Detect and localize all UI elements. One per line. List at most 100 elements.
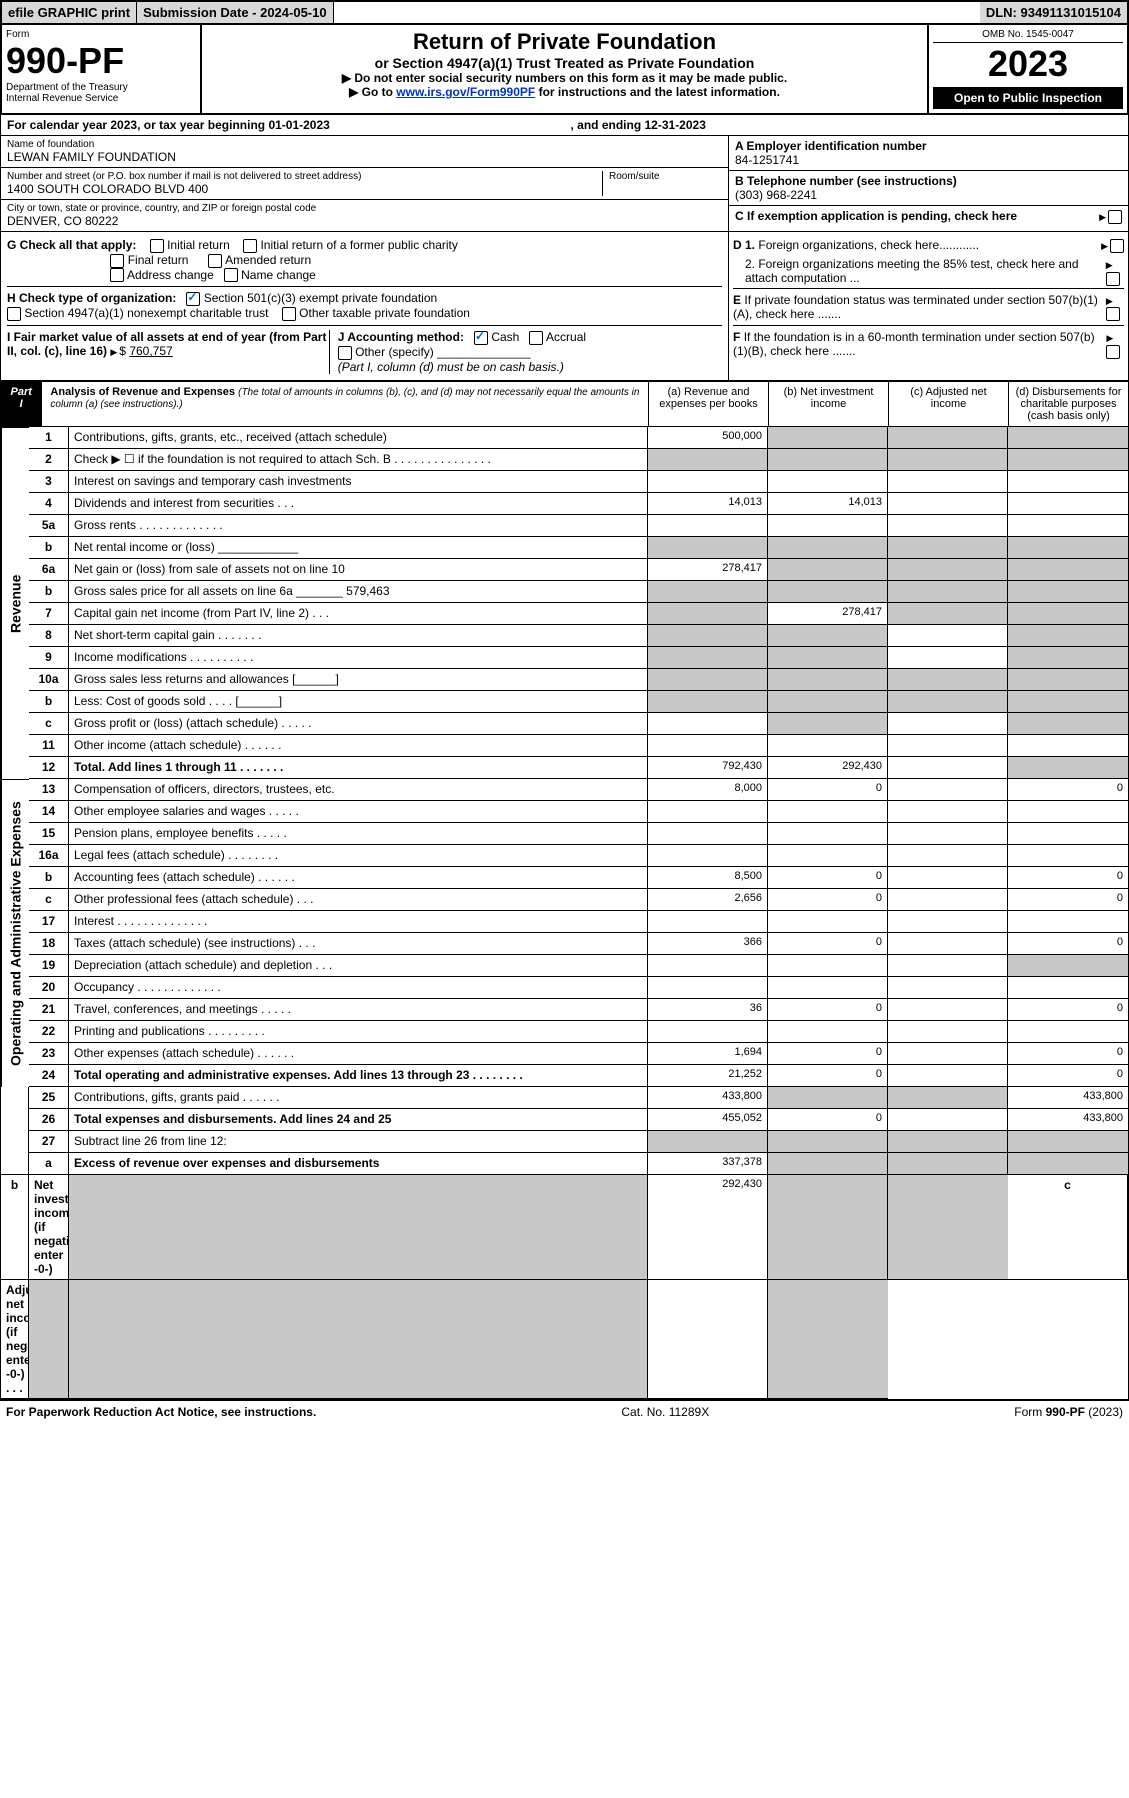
cell-b (768, 647, 888, 669)
form-note1: ▶ Do not enter social security numbers o… (206, 71, 923, 85)
e-checkbox[interactable] (1106, 307, 1120, 321)
amended-return-checkbox[interactable] (208, 254, 222, 268)
row-desc: Net investment income (if negative, ente… (29, 1175, 69, 1280)
cell-c (888, 933, 1008, 955)
checks-left: G Check all that apply: Initial return I… (1, 232, 728, 380)
cell-c (888, 999, 1008, 1021)
row-num: c (29, 713, 69, 735)
cell-c (888, 647, 1008, 669)
cell-d (1008, 1021, 1128, 1043)
cell-b (768, 911, 888, 933)
cell-a: 337,378 (648, 1153, 768, 1175)
h2: Section 4947(a)(1) nonexempt charitable … (24, 306, 268, 320)
final-return-checkbox[interactable] (110, 254, 124, 268)
cell-a: 500,000 (648, 427, 768, 449)
cell-c (888, 581, 1008, 603)
h-label: H Check type of organization: (7, 291, 176, 305)
501c3-checkbox[interactable] (186, 292, 200, 306)
cell-b (768, 691, 888, 713)
row-num: 10a (29, 669, 69, 691)
cell-c (888, 493, 1008, 515)
j-note: (Part I, column (d) must be on cash basi… (338, 360, 564, 374)
g4: Amended return (225, 253, 311, 267)
f-checkbox[interactable] (1106, 345, 1120, 359)
addr-label: Number and street (or P.O. box number if… (7, 171, 602, 182)
row-num: 12 (29, 757, 69, 779)
top-header: efile GRAPHIC print Submission Date - 20… (0, 0, 1129, 25)
row-desc: Compensation of officers, directors, tru… (69, 779, 648, 801)
row-num: b (29, 537, 69, 559)
cell-d: 0 (1008, 999, 1128, 1021)
cell-a (648, 1131, 768, 1153)
cell-d (1008, 427, 1128, 449)
cell-b (69, 1280, 648, 1399)
row-desc: Capital gain net income (from Part IV, l… (69, 603, 648, 625)
exemption-checkbox[interactable] (1108, 210, 1122, 224)
form-subtitle: or Section 4947(a)(1) Trust Treated as P… (206, 55, 923, 71)
column-headers: Part I Analysis of Revenue and Expenses … (0, 381, 1129, 427)
address-change-checkbox[interactable] (110, 268, 124, 282)
cell-b (768, 801, 888, 823)
cell-a (648, 691, 768, 713)
col-a-header: (a) Revenue and expenses per books (649, 381, 769, 427)
4947a1-checkbox[interactable] (7, 307, 21, 321)
ein-label: A Employer identification number (735, 139, 1122, 153)
initial-former-checkbox[interactable] (243, 239, 257, 253)
cell-d (1008, 603, 1128, 625)
cell-c (888, 1021, 1008, 1043)
other-method-checkbox[interactable] (338, 346, 352, 360)
g6: Name change (241, 268, 316, 282)
checks-block: G Check all that apply: Initial return I… (0, 232, 1129, 381)
cell-a (69, 1175, 648, 1280)
cell-b (768, 1021, 888, 1043)
cell-c (888, 1153, 1008, 1175)
omb-label: OMB No. 1545-0047 (933, 29, 1123, 43)
row-desc: Legal fees (attach schedule) . . . . . .… (69, 845, 648, 867)
j3: Other (specify) (355, 345, 434, 359)
form-label: Form (6, 29, 196, 40)
row-desc: Adjusted net income (if negative, enter … (1, 1280, 29, 1399)
cell-a (648, 581, 768, 603)
row-desc: Depreciation (attach schedule) and deple… (69, 955, 648, 977)
row-desc: Other professional fees (attach schedule… (69, 889, 648, 911)
cell-c (888, 1131, 1008, 1153)
d1-checkbox[interactable] (1110, 239, 1124, 253)
row-desc: Total operating and administrative expen… (69, 1065, 648, 1087)
d1-row: D 1. Foreign organizations, check here..… (733, 236, 1124, 255)
d2-checkbox[interactable] (1106, 272, 1120, 286)
row-desc: Net gain or (loss) from sale of assets n… (69, 559, 648, 581)
name-row: Name of foundation LEWAN FAMILY FOUNDATI… (1, 136, 728, 168)
cell-b (768, 1153, 888, 1175)
row-desc: Check ▶ ☐ if the foundation is not requi… (69, 449, 648, 471)
cell-c (888, 427, 1008, 449)
col-b-header: (b) Net investment income (769, 381, 889, 427)
cell-a: 792,430 (648, 757, 768, 779)
f-row: F If the foundation is in a 60-month ter… (733, 326, 1124, 363)
row-num: 6a (29, 559, 69, 581)
cell-d: 0 (1008, 1043, 1128, 1065)
row-desc: Other expenses (attach schedule) . . . .… (69, 1043, 648, 1065)
h-row: H Check type of organization: Section 50… (7, 286, 722, 321)
cell-d: 433,800 (1008, 1087, 1128, 1109)
exemption-row: C If exemption application is pending, c… (729, 206, 1128, 227)
cell-d (1008, 757, 1128, 779)
form990pf-link[interactable]: www.irs.gov/Form990PF (396, 85, 535, 99)
cell-a (648, 669, 768, 691)
g-row: G Check all that apply: Initial return I… (7, 238, 722, 282)
row-num: 19 (29, 955, 69, 977)
row-num: 5a (29, 515, 69, 537)
accrual-checkbox[interactable] (529, 331, 543, 345)
row-desc: Net short-term capital gain . . . . . . … (69, 625, 648, 647)
checks-right: D 1. Foreign organizations, check here..… (728, 232, 1128, 380)
h1: Section 501(c)(3) exempt private foundat… (204, 291, 437, 305)
revenue-sidelabel: Revenue (1, 427, 29, 779)
cell-a: 455,052 (648, 1109, 768, 1131)
initial-return-checkbox[interactable] (150, 239, 164, 253)
other-taxable-checkbox[interactable] (282, 307, 296, 321)
row-desc: Gross sales price for all assets on line… (69, 581, 648, 603)
cash-checkbox[interactable] (474, 331, 488, 345)
name-change-checkbox[interactable] (224, 268, 238, 282)
row-desc: Interest on savings and temporary cash i… (69, 471, 648, 493)
row-num: b (29, 691, 69, 713)
cell-b: 14,013 (768, 493, 888, 515)
